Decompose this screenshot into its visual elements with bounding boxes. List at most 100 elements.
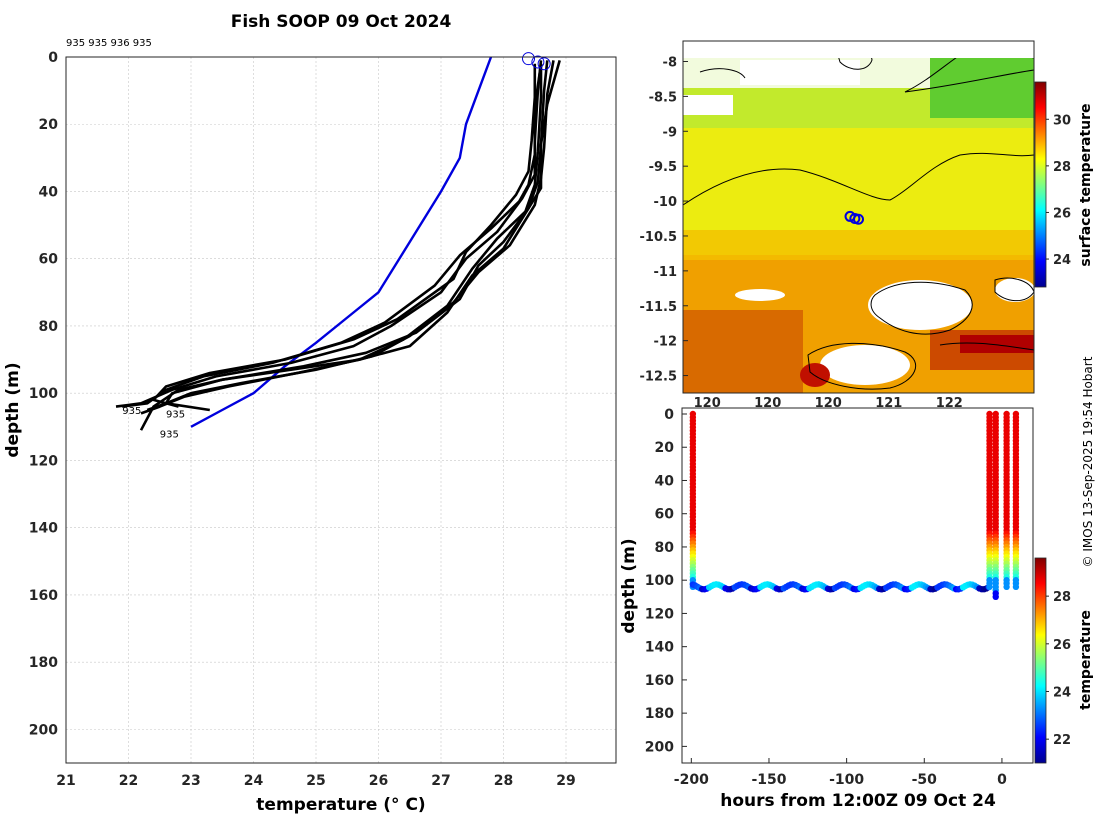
profile-y-tick-label: 140 [29, 521, 58, 537]
island-mask [995, 278, 1034, 302]
section-y-tick-label: 100 [645, 573, 674, 589]
imos-credit: © IMOS 13-Sep-2025 19:54 Hobart [1081, 356, 1095, 567]
map-x-tick-label: 120 [754, 396, 781, 411]
profile-id-label: 935 [122, 406, 141, 417]
map-x-tick-label: 120 [694, 396, 721, 411]
profile-x-tick-label: 26 [369, 773, 388, 789]
profile-y-axis-label: depth (m) [3, 362, 23, 457]
map-x-tick-label: 122 [936, 396, 963, 411]
surface-colorbar [1034, 81, 1047, 288]
surface-colorbar-tick-label: 24 [1053, 253, 1071, 268]
section-x-tick-label: -100 [829, 772, 864, 788]
temperature-colorbar-label: temperature [1078, 610, 1094, 710]
section-y-tick-label: 40 [655, 473, 675, 489]
section-y-tick-label: 160 [645, 673, 674, 689]
profile-id-label: 935 [166, 409, 185, 420]
section-profile-point [992, 593, 999, 601]
section-x-tick-label: -150 [751, 772, 786, 788]
profile-y-tick-label: 20 [39, 117, 59, 133]
temperature-colorbar-ticks: 22 24 26 28 [1046, 590, 1071, 748]
ship-track-markers [844, 210, 864, 225]
temperature-colorbar-tick-label: 24 [1053, 685, 1071, 700]
section-x-tick-label: 0 [997, 772, 1007, 788]
bathymetry-contour [683, 152, 1034, 206]
temperature-colorbar-tick-label: 28 [1053, 590, 1071, 605]
map-y-tick-label: -8 [663, 55, 677, 70]
profile-y-tick-label: 0 [48, 50, 58, 66]
map-y-tick-label: -11.5 [640, 300, 677, 315]
profile-series [115, 57, 561, 431]
section-gridlines [682, 413, 1003, 763]
map-y-tick-label: -10 [654, 195, 678, 210]
coastline [807, 342, 917, 390]
profile-y-tick-label: 60 [39, 252, 59, 268]
profile-y-tick-label: 100 [29, 386, 58, 402]
profile-x-tick-label: 29 [556, 773, 575, 789]
profile-start-marker [531, 55, 545, 69]
section-y-tick-label: 180 [645, 706, 674, 722]
surface-colorbar-tick-label: 26 [1053, 206, 1071, 221]
profile-start-marker [537, 57, 551, 71]
map-y-tick-label: -11 [654, 265, 678, 280]
section-data [689, 410, 1020, 601]
profile-y-ticks: 0 20 40 60 80 100 120 140 160 180 200 [29, 50, 58, 738]
section-x-axis-label: hours from 12:00Z 09 Oct 24 [720, 791, 996, 811]
map-y-tick-label: -10.5 [640, 230, 677, 245]
section-y-tick-label: 200 [645, 739, 674, 755]
map-x-ticks: 120 120 120 121 122 [694, 396, 963, 411]
section-y-tick-label: 80 [655, 540, 675, 556]
surface-colorbar-tick-label: 28 [1053, 160, 1071, 175]
profile-id-label: 935 [160, 430, 179, 441]
map-y-tick-label: -8.5 [649, 90, 677, 105]
section-y-tick-label: 60 [655, 507, 675, 523]
temperature-profile-line [115, 60, 543, 408]
map-y-tick-label: -9 [663, 125, 677, 140]
temperature-profile-line [164, 60, 549, 412]
section-y-axis-label: depth (m) [619, 538, 639, 633]
map-x-tick-label: 121 [875, 396, 902, 411]
section-profile-point [986, 583, 993, 591]
profile-y-tick-label: 120 [29, 453, 58, 469]
temperature-profile-line [122, 63, 543, 408]
profile-y-tick-label: 40 [39, 184, 59, 200]
profile-y-tick-label: 160 [29, 588, 58, 604]
section-frame [681, 407, 1034, 764]
section-y-tick-label: 140 [645, 640, 674, 656]
map-y-tick-label: -12 [654, 335, 678, 350]
section-y-tick-label: 0 [664, 407, 674, 423]
map-frame [682, 40, 1035, 394]
profile-start-marker [522, 52, 535, 66]
section-x-ticks: -200 -150 -100 -50 0 [674, 772, 1007, 788]
profile-x-tick-label: 27 [431, 773, 450, 789]
map-y-ticks: -8 -8.5 -9 -9.5 -10 -10.5 -11 -11.5 -12 -12.5 [640, 55, 688, 385]
temperature-colorbar [1034, 557, 1047, 764]
profile-plot-frame [65, 56, 617, 764]
profile-x-ticks: 21 22 23 24 25 26 27 28 29 [56, 773, 575, 789]
surface-colorbar-ticks: 24 26 28 30 [1046, 113, 1071, 268]
profile-annotations: 935 935 935 [122, 52, 551, 441]
temperature-profile-line [139, 60, 561, 431]
profile-x-tick-label: 21 [56, 773, 75, 789]
section-x-tick-label: -200 [674, 772, 709, 788]
coastline [904, 58, 1034, 93]
profile-ids-label: 935 935 936 935 [66, 38, 152, 49]
profile-y-tick-label: 200 [29, 722, 58, 738]
profile-x-tick-label: 23 [181, 773, 200, 789]
section-x-tick-label: -50 [912, 772, 938, 788]
map-x-tick-label: 120 [815, 396, 842, 411]
map-y-tick-label: -12.5 [640, 370, 677, 385]
temperature-colorbar-tick-label: 22 [1053, 733, 1071, 748]
profile-x-axis-label: temperature (° C) [256, 795, 425, 815]
island-mask [868, 280, 972, 330]
section-profile-point [1003, 583, 1010, 591]
profile-x-tick-label: 28 [494, 773, 513, 789]
climatology-line [190, 57, 493, 428]
section-profile-point [1012, 583, 1020, 591]
section-y-ticks: 0 20 40 60 80 100 120 140 160 180 200 [645, 407, 674, 755]
coastline [870, 281, 973, 335]
surface-temperature-heatmap [683, 58, 1034, 393]
profile-y-tick-label: 180 [29, 655, 58, 671]
figure-title: Fish SOOP 09 Oct 2024 [231, 12, 452, 32]
map-y-tick-label: -9.5 [649, 160, 677, 175]
